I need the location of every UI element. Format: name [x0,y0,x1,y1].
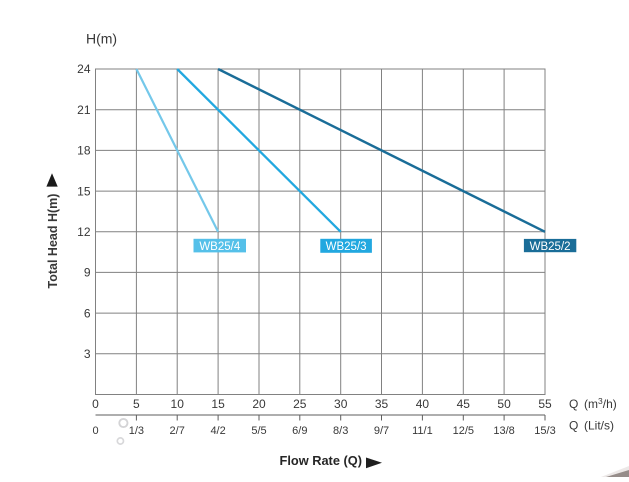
svg-text:40: 40 [416,397,430,411]
svg-text:9: 9 [84,266,91,280]
svg-text:0: 0 [92,425,98,437]
svg-text:(m3/h): (m3/h) [584,396,617,411]
svg-text:15: 15 [77,184,91,198]
svg-text:8/3: 8/3 [333,425,348,437]
svg-text:9/7: 9/7 [374,425,389,437]
svg-text:0: 0 [92,397,99,411]
svg-text:12/5: 12/5 [453,425,474,437]
svg-text:25: 25 [293,397,307,411]
svg-text:11/1: 11/1 [412,425,433,437]
svg-text:4/2: 4/2 [210,425,225,437]
svg-text:50: 50 [497,397,511,411]
svg-text:35: 35 [375,397,389,411]
svg-text:1/3: 1/3 [129,425,144,437]
svg-text:2/7: 2/7 [170,425,185,437]
svg-text:20: 20 [252,397,266,411]
svg-text:5/5: 5/5 [251,425,266,437]
svg-text:6: 6 [84,306,91,320]
svg-text:H(m): H(m) [86,31,117,47]
svg-text:21: 21 [77,103,91,117]
svg-text:WB25/2: WB25/2 [530,241,571,253]
svg-text:Flow Rate (Q): Flow Rate (Q) [280,453,362,468]
svg-text:13/8: 13/8 [493,425,514,437]
svg-text:5: 5 [133,397,140,411]
svg-text:45: 45 [457,397,471,411]
svg-text:55: 55 [538,397,552,411]
svg-text:(Lit/s): (Lit/s) [584,419,614,433]
svg-text:WB25/4: WB25/4 [199,241,241,253]
svg-text:12: 12 [77,225,91,239]
svg-text:6/9: 6/9 [292,425,307,437]
svg-text:18: 18 [77,144,91,158]
svg-text:15: 15 [211,397,225,411]
svg-text:Q: Q [569,419,578,433]
svg-text:3: 3 [84,347,91,361]
svg-text:24: 24 [77,62,91,76]
svg-text:15/3: 15/3 [534,425,555,437]
svg-text:Q: Q [569,397,578,411]
svg-text:Total Head H(m): Total Head H(m) [46,194,60,289]
svg-text:10: 10 [171,397,185,411]
svg-text:WB25/3: WB25/3 [326,241,367,253]
svg-text:30: 30 [334,397,348,411]
